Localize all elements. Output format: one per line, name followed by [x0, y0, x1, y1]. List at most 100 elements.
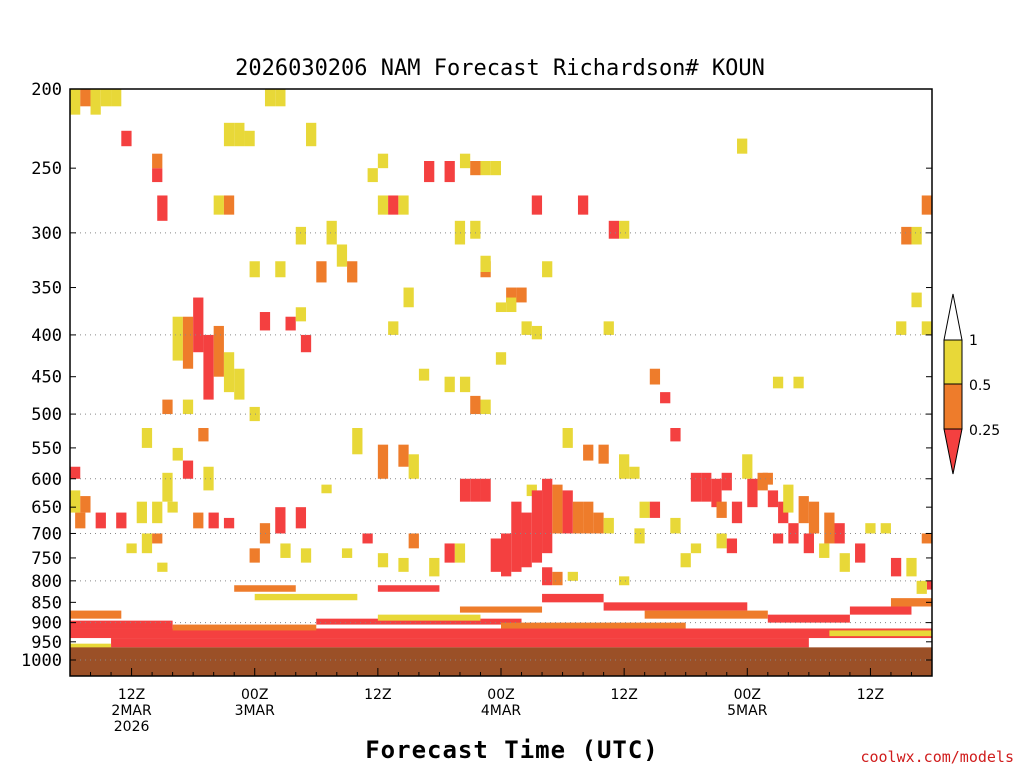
- heatmap-cell-168: [783, 484, 794, 513]
- heatmap-cell-51: [403, 287, 414, 308]
- heatmap-cell-157: [701, 472, 712, 502]
- xtick-label-84-0: 12Z: [857, 687, 884, 703]
- heatmap-cell-128: [398, 557, 409, 572]
- ytick-label-1000: 1000: [21, 651, 62, 671]
- ytick-label-700: 700: [31, 524, 62, 544]
- heatmap-cell-186: [716, 533, 727, 549]
- heatmap-cell-12: [234, 122, 245, 147]
- ytick-label-350: 350: [31, 279, 62, 299]
- heatmap-cell-36: [470, 220, 481, 239]
- heatmap-cell-49: [531, 325, 543, 340]
- heatmap-cell-95: [321, 484, 332, 494]
- heatmap-cell-1: [80, 89, 91, 107]
- heatmap-cell-55: [911, 226, 922, 245]
- heatmap-cell-139: [531, 490, 543, 563]
- heatmap-cell-24: [367, 168, 378, 183]
- heatmap-cell-54: [901, 226, 912, 245]
- heatmap-cell-167: [762, 472, 773, 485]
- heatmap-cell-70: [793, 376, 804, 389]
- heatmap-cell-62: [459, 376, 471, 393]
- heatmap-cell-97: [562, 427, 573, 448]
- heatmap-band-1: [70, 620, 173, 629]
- heatmap-cell-136: [501, 533, 512, 577]
- heatmap-cell-20: [316, 261, 327, 283]
- heatmap-cell-98: [583, 444, 594, 461]
- legend-swatch-yellow: [943, 339, 963, 385]
- heatmap-cell-185: [916, 580, 927, 594]
- heatmap-cell-142: [562, 490, 573, 534]
- heatmap-cell-152: [649, 501, 661, 518]
- legend-arrow-bottom: [943, 428, 963, 475]
- ytick-label-550: 550: [31, 439, 62, 459]
- heatmap-cell-64: [480, 399, 491, 415]
- heatmap-cell-23: [275, 261, 286, 278]
- heatmap-band-19: [501, 622, 686, 629]
- heatmap-band-13: [890, 598, 932, 607]
- heatmap-cell-14: [264, 89, 276, 107]
- heatmap-cell-81: [234, 368, 245, 400]
- ytick-label-750: 750: [31, 549, 62, 569]
- heatmap-cell-11: [223, 122, 235, 147]
- heatmap-cell-146: [603, 517, 614, 534]
- heatmap-cell-170: [808, 501, 820, 534]
- ytick-label-650: 650: [31, 498, 62, 518]
- ytick-label-850: 850: [31, 593, 62, 613]
- heatmap-cell-7: [152, 153, 163, 169]
- heatmap-cell-169: [798, 496, 809, 524]
- heatmap-cell-164: [767, 490, 779, 508]
- heatmap-cell-105: [95, 512, 106, 529]
- heatmap-band-11: [767, 614, 850, 623]
- heatmap-cell-78: [203, 334, 214, 400]
- heatmap-cell-182: [906, 557, 917, 577]
- heatmap-cell-28: [398, 195, 409, 215]
- heatmap-cell-8: [157, 195, 168, 221]
- heatmap-cell-41: [608, 220, 620, 239]
- heatmap-band-3: [111, 638, 809, 648]
- xtick-label-60-0: 12Z: [610, 687, 637, 703]
- heatmap-cell-110: [167, 501, 178, 513]
- heatmap-cell-162: [747, 478, 758, 508]
- heatmap-cell-140: [542, 478, 553, 554]
- heatmap-cell-112: [152, 533, 163, 544]
- credit-link[interactable]: coolwx.com/models: [860, 748, 1014, 766]
- chart-title: 2026030206 NAM Forecast Richardson# KOUN: [235, 56, 765, 81]
- xtick-label-12-0: 12Z: [118, 687, 145, 703]
- heatmap-cell-114: [157, 562, 168, 572]
- heatmap-cell-66: [649, 368, 661, 385]
- heatmap-cell-18: [326, 220, 337, 245]
- ytick-label-250: 250: [31, 159, 62, 179]
- heatmap-band-18: [829, 630, 932, 637]
- heatmap-cell-39: [531, 195, 543, 215]
- xtick-label-24-1: 3MAR: [235, 703, 276, 719]
- xtick-label-36-0: 12Z: [364, 687, 391, 703]
- xtick-label-12-2: 2026: [114, 719, 150, 735]
- heatmap-cell-174: [772, 533, 784, 544]
- heatmap-cell-138: [521, 512, 532, 568]
- heatmap-cell-67: [660, 392, 671, 404]
- heatmap-cell-21: [347, 261, 358, 283]
- heatmap-cell-5: [121, 130, 132, 147]
- heatmap-cell-172: [834, 523, 845, 544]
- heatmap-cell-86: [172, 447, 183, 461]
- heatmap-cell-106: [75, 512, 86, 529]
- heatmap-cell-107: [116, 512, 127, 529]
- heatmap-cell-79: [213, 325, 224, 377]
- heatmap-cell-96: [526, 484, 537, 497]
- ytick-label-900: 900: [31, 614, 62, 634]
- heatmap-cell-80: [223, 352, 235, 393]
- heatmap-cell-77: [193, 297, 204, 353]
- heatmap-cell-132: [459, 478, 471, 502]
- heatmap-cell-3: [100, 89, 112, 107]
- heatmap-cell-103: [70, 490, 81, 513]
- heatmap-cell-29: [424, 160, 435, 183]
- heatmap-cell-38: [480, 255, 491, 273]
- legend-label-1: 0.5: [969, 378, 991, 394]
- heatmap-cell-113: [126, 543, 137, 554]
- heatmap-cell-47: [495, 302, 507, 313]
- heatmap-band-6: [377, 614, 481, 621]
- heatmap-cell-122: [300, 548, 312, 563]
- heatmap-cell-141: [552, 484, 563, 534]
- x-axis-label: Forecast Time (UTC): [365, 736, 659, 764]
